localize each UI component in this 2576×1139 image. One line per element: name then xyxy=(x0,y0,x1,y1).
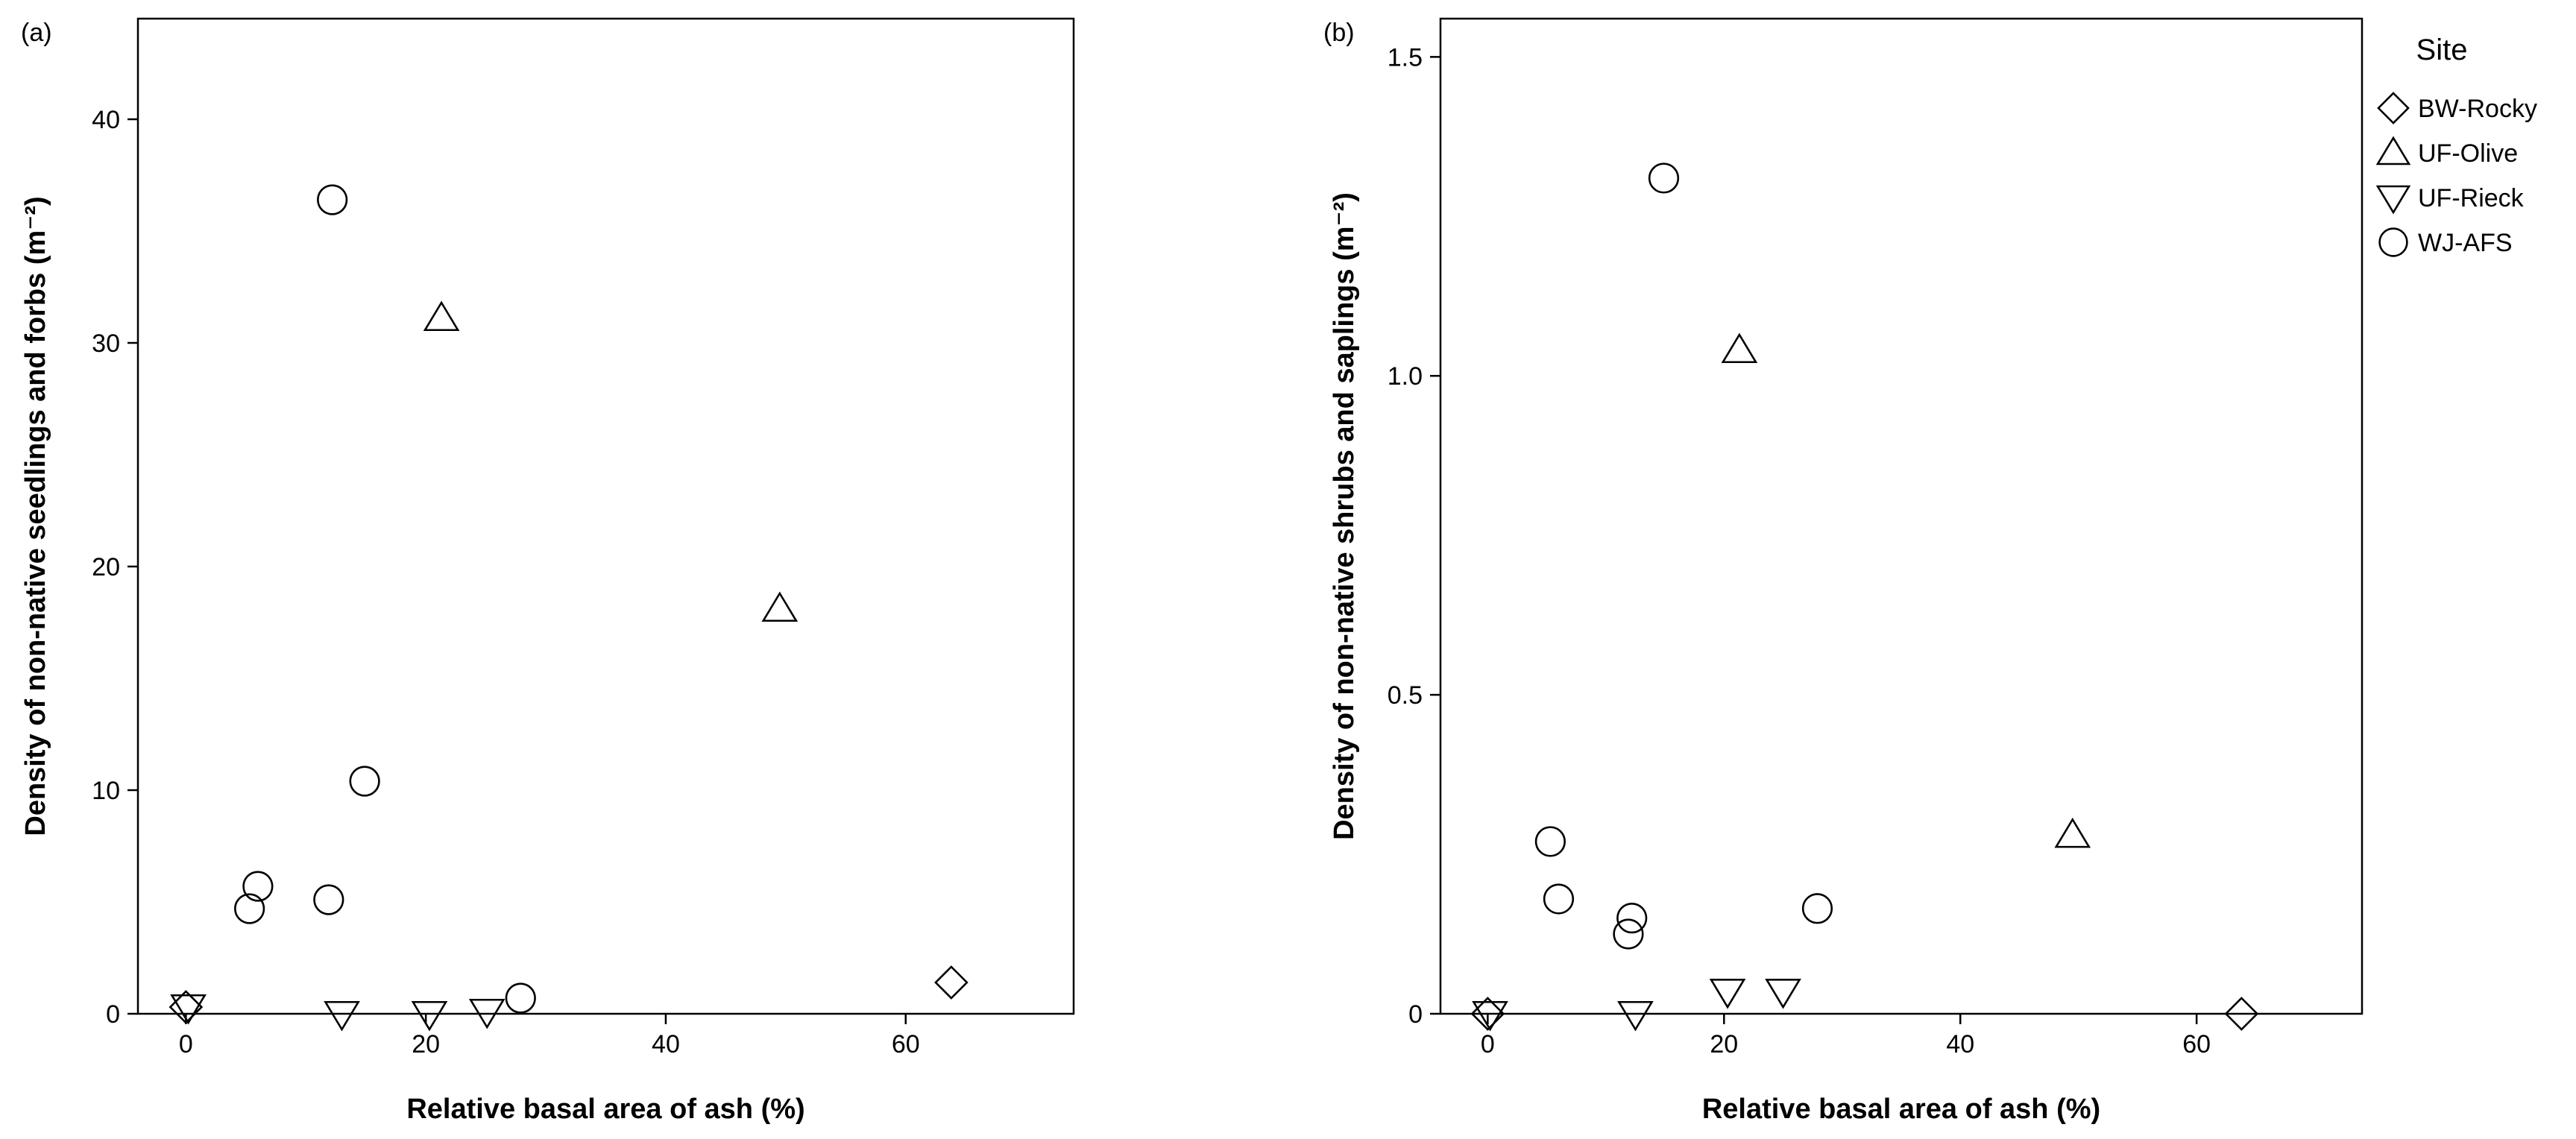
x-tick-label: 20 xyxy=(412,1030,440,1058)
y-tick-label: 0 xyxy=(1408,1000,1423,1029)
data-point-uf-rieck xyxy=(411,1000,448,1032)
x-tick-label: 0 xyxy=(1481,1030,1495,1058)
data-point-wj-afs xyxy=(1543,883,1575,915)
data-point-uf-olive xyxy=(1721,332,1758,364)
data-point-wj-afs xyxy=(317,184,348,215)
x-tick-label: 60 xyxy=(2182,1030,2211,1058)
panel-a-y-axis-title: Density of non-native seedlings and forb… xyxy=(20,196,51,836)
data-point-wj-afs xyxy=(1648,163,1680,194)
panel-b-y-axis-title: Density of non-native shrubs and sapling… xyxy=(1329,192,1360,840)
y-tick-label: 1.0 xyxy=(1388,362,1423,391)
data-point-uf-olive xyxy=(423,300,460,332)
x-tick-label: 20 xyxy=(1710,1030,1738,1058)
legend-marker-bw-rocky xyxy=(2377,92,2410,124)
legend-marker-uf-olive xyxy=(2375,136,2411,165)
data-point-wj-afs xyxy=(242,871,274,902)
panel-b-x-axis-title: Relative basal area of ash (%) xyxy=(1702,1094,2100,1125)
data-point-uf-rieck xyxy=(1617,1000,1654,1032)
data-point-uf-rieck xyxy=(1765,978,1801,1009)
legend: Site BW-Rocky UF-Olive UF-Rieck WJ-AFS xyxy=(2375,34,2537,257)
panel-b-plot-frame xyxy=(1439,17,2364,1015)
data-point-uf-rieck xyxy=(468,998,506,1029)
data-point-wj-afs xyxy=(1613,918,1644,950)
y-tick-label: 1.5 xyxy=(1388,43,1423,72)
data-point-wj-afs xyxy=(1801,893,1833,924)
data-point-bw-rocky xyxy=(934,965,969,1000)
panel-a-label: (a) xyxy=(21,19,52,47)
panel-a: (a) 0 20 40 60 0 10 20 30 40 Relative basal area o… xyxy=(20,17,1075,1125)
legend-marker-wj-afs xyxy=(2378,227,2408,257)
legend-marker-uf-rieck xyxy=(2375,185,2411,215)
legend-label-bw-rocky: BW-Rocky xyxy=(2418,95,2537,123)
y-tick-label: 0.5 xyxy=(1388,681,1423,710)
data-point-uf-olive xyxy=(761,591,799,622)
x-tick-label: 60 xyxy=(892,1030,920,1058)
y-tick-label: 10 xyxy=(92,777,120,805)
legend-label-uf-rieck: UF-Rieck xyxy=(2418,184,2525,212)
panel-b: (b) 0 20 40 60 0 0.5 1.0 1.5 Relative basal area … xyxy=(1323,17,2364,1125)
x-tick-label: 40 xyxy=(652,1030,680,1058)
legend-label-wj-afs: WJ-AFS xyxy=(2418,229,2513,257)
y-tick-label: 30 xyxy=(92,329,120,358)
data-point-uf-rieck xyxy=(1709,978,1746,1009)
data-point-wj-afs xyxy=(1616,903,1648,934)
legend-label-uf-olive: UF-Olive xyxy=(2418,139,2518,168)
panel-a-plot-frame xyxy=(136,17,1075,1015)
data-point-bw-rocky xyxy=(2224,997,2259,1031)
panel-a-x-axis-title: Relative basal area of ash (%) xyxy=(406,1094,804,1125)
x-tick-label: 0 xyxy=(179,1030,193,1058)
panel-b-label: (b) xyxy=(1323,19,1355,47)
data-point-wj-afs xyxy=(505,982,536,1014)
data-point-uf-rieck xyxy=(324,1000,360,1032)
data-point-wj-afs xyxy=(313,884,344,915)
legend-title: Site xyxy=(2416,34,2468,66)
data-point-wj-afs xyxy=(1534,826,1566,857)
data-point-uf-rieck xyxy=(170,994,207,1025)
y-tick-label: 0 xyxy=(106,1000,120,1029)
data-point-wj-afs xyxy=(349,766,380,797)
y-tick-label: 20 xyxy=(92,553,120,581)
x-tick-label: 40 xyxy=(1946,1030,1974,1058)
data-point-uf-rieck xyxy=(1472,1000,1508,1032)
data-point-uf-olive xyxy=(2054,817,2091,848)
y-tick-label: 40 xyxy=(92,106,120,134)
data-point-wj-afs xyxy=(234,893,265,924)
